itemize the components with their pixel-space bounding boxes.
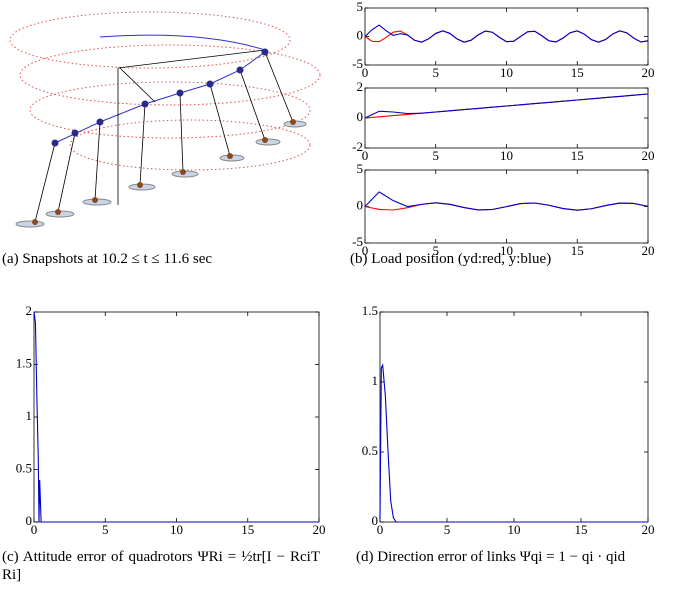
y-tick-label: 2 <box>357 79 364 94</box>
x-tick-label: 5 <box>444 522 451 537</box>
quadrotor-bodies <box>32 119 296 225</box>
y-tick-label: 1.5 <box>362 303 378 318</box>
y-tick-label: -2 <box>352 139 363 154</box>
x-tick-label: 5 <box>433 65 440 80</box>
plot-area <box>364 7 649 66</box>
trajectory-ellipse <box>29 81 311 139</box>
y-tick-label: 0.5 <box>16 460 32 475</box>
x-tick-label: 20 <box>313 522 326 537</box>
y-tick-label: 1 <box>26 408 33 423</box>
y-tick-label: 0 <box>357 109 364 124</box>
data-line <box>379 363 648 523</box>
plot-area <box>364 87 649 149</box>
x-tick-label: 10 <box>500 65 513 80</box>
y-tick-label: 0 <box>26 513 33 528</box>
y-tick-label: 0 <box>357 27 364 42</box>
data-line <box>33 311 319 523</box>
x-tick-label: 20 <box>642 522 655 537</box>
x-tick-label: 5 <box>102 522 109 537</box>
data-line <box>364 93 649 119</box>
y-tick-label: 1 <box>372 373 379 388</box>
load-path <box>54 51 266 144</box>
x-tick-label: 15 <box>575 522 588 537</box>
y-tick-label: 1.5 <box>16 355 32 370</box>
trajectory-ellipse <box>19 44 321 106</box>
y-tick-label: 5 <box>357 161 364 176</box>
caption: (d) Direction error of links Ψqi = 1 − q… <box>356 549 626 565</box>
x-tick-label: 15 <box>571 148 584 163</box>
x-tick-label: 10 <box>508 522 521 537</box>
caption: (a) Snapshots at 10.2 ≤ t ≤ 11.6 sec <box>2 251 213 267</box>
x-tick-label: 15 <box>241 522 254 537</box>
x-tick-label: 0 <box>362 243 369 258</box>
y-tick-label: -5 <box>352 234 363 249</box>
x-tick-label: 5 <box>433 243 440 258</box>
load-points <box>51 48 269 147</box>
trajectory-ellipse <box>69 119 311 171</box>
x-tick-label: 15 <box>571 65 584 80</box>
x-tick-label: 20 <box>642 148 655 163</box>
x-tick-label: 20 <box>642 65 655 80</box>
x-tick-label: 0 <box>362 148 369 163</box>
y-tick-label: -5 <box>352 56 363 71</box>
trajectory-ellipse <box>9 11 291 69</box>
data-line <box>364 191 649 211</box>
x-tick-label: 10 <box>500 148 513 163</box>
y-tick-label: 0 <box>357 197 364 212</box>
x-tick-label: 0 <box>377 522 384 537</box>
y-tick-label: 0.5 <box>362 443 378 458</box>
x-tick-label: 10 <box>500 243 513 258</box>
x-tick-label: 10 <box>170 522 183 537</box>
caption: (c) Attitude error of quadrotors ΨRi = ½… <box>2 549 320 583</box>
y-tick-label: 5 <box>357 0 364 14</box>
x-tick-label: 20 <box>642 243 655 258</box>
y-tick-label: 2 <box>26 303 33 318</box>
x-tick-label: 0 <box>362 65 369 80</box>
y-tick-label: 0 <box>372 513 379 528</box>
x-tick-label: 0 <box>31 522 38 537</box>
load-path <box>99 34 266 51</box>
x-tick-label: 15 <box>571 243 584 258</box>
plot-area <box>33 311 320 523</box>
snapshot-illustration <box>9 11 321 228</box>
plot-area <box>379 311 649 523</box>
x-tick-label: 5 <box>433 148 440 163</box>
data-line <box>364 24 649 43</box>
caption: (b) Load position (yd:red, y:blue) <box>350 251 552 267</box>
links <box>34 49 294 223</box>
